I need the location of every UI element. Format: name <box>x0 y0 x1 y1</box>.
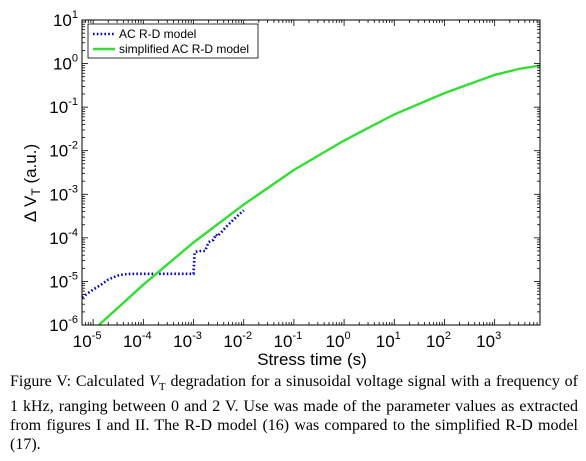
series-layer <box>81 64 541 326</box>
y-tick-exp: -2 <box>68 140 78 152</box>
x-tick-exp: -4 <box>142 330 152 342</box>
x-tick-base: 10 <box>376 332 395 351</box>
x-tick-exp: 3 <box>495 330 501 342</box>
y-tick-base: 10 <box>49 229 68 248</box>
y-axis-label-sub: T <box>29 188 43 196</box>
y-tick-exp: -4 <box>68 227 78 239</box>
y-tick-exp: -1 <box>68 96 78 108</box>
x-tick-base: 10 <box>223 332 242 351</box>
y-tick-label: 10-6 <box>49 314 78 335</box>
y-tick-label: 10-5 <box>49 270 78 291</box>
x-tick-base: 10 <box>73 332 92 351</box>
caption-symbol: V <box>149 373 159 390</box>
x-axis-ticks: 10-5 10-4 10-3 10-2 10-1 100 101 102 103 <box>73 20 541 351</box>
x-tick-exp: -2 <box>242 330 252 342</box>
y-tick-base: 10 <box>53 11 72 30</box>
x-tick-base: 10 <box>476 332 495 351</box>
y-tick-label: 10-2 <box>49 140 78 161</box>
x-tick-exp: -3 <box>192 330 202 342</box>
x-tick-label: 10-1 <box>274 330 303 351</box>
x-tick-label: 103 <box>476 330 501 351</box>
axes-frame <box>81 19 541 326</box>
legend-box <box>87 23 259 59</box>
y-tick-label: 101 <box>53 9 78 30</box>
y-tick-exp: 1 <box>72 9 78 21</box>
y-axis-label: Δ VT (a.u.) <box>21 144 43 222</box>
x-tick-exp: -1 <box>292 330 302 342</box>
caption-text-pre: Calculated <box>71 373 150 390</box>
legend-label-1: AC R-D model <box>119 27 196 41</box>
y-tick-base: 10 <box>49 185 68 204</box>
x-tick-base: 10 <box>274 332 293 351</box>
x-tick-base: 10 <box>426 332 445 351</box>
y-tick-label: 100 <box>53 53 78 74</box>
x-tick-label: 10-5 <box>73 330 102 351</box>
y-tick-base: 10 <box>49 142 68 161</box>
y-tick-exp: -3 <box>68 183 78 195</box>
figure-caption: Figure V: Calculated VT degradation for … <box>10 372 578 454</box>
x-tick-exp: 1 <box>395 330 401 342</box>
series-line-2 <box>98 64 541 326</box>
y-tick-label: 10-1 <box>49 96 78 117</box>
y-tick-base: 10 <box>53 55 72 74</box>
y-tick-exp: -5 <box>68 270 78 282</box>
x-axis-label: Stress time (s) <box>257 350 367 369</box>
caption-label: Figure V: <box>10 373 72 390</box>
y-tick-base: 10 <box>49 98 68 117</box>
chart: 10-5 10-4 10-3 10-2 10-1 100 101 102 103 10-610-… <box>21 9 541 369</box>
y-tick-label: 10-4 <box>49 227 78 248</box>
x-tick-label: 101 <box>376 330 401 351</box>
x-tick-label: 100 <box>326 330 351 351</box>
x-tick-base: 10 <box>123 332 142 351</box>
x-tick-label: 10-2 <box>223 330 252 351</box>
x-tick-label: 10-3 <box>173 330 202 351</box>
x-tick-label: 102 <box>426 330 451 351</box>
y-tick-base: 10 <box>49 272 68 291</box>
plot-area <box>82 20 540 325</box>
x-tick-exp: -5 <box>92 330 102 342</box>
y-tick-label: 10-3 <box>49 183 78 204</box>
x-tick-label: 10-4 <box>123 330 152 351</box>
series-line-1 <box>81 209 245 299</box>
x-tick-exp: 2 <box>445 330 451 342</box>
axes-box <box>81 19 541 326</box>
y-axis-label-suffix: (a.u.) <box>21 144 40 188</box>
y-tick-base: 10 <box>49 316 68 335</box>
legend-label-2: simplified AC R-D model <box>119 42 249 56</box>
y-axis-label-main: Δ V <box>21 195 40 222</box>
caption-symbol-sub: T <box>158 381 166 394</box>
y-tick-exp: 0 <box>72 53 78 65</box>
x-tick-base: 10 <box>326 332 345 351</box>
x-tick-exp: 0 <box>344 330 350 342</box>
y-tick-exp: -6 <box>68 314 78 326</box>
x-tick-base: 10 <box>173 332 192 351</box>
caption-text-post: degradation for a sinusoidal voltage sig… <box>10 373 579 454</box>
plot-background <box>82 20 540 325</box>
